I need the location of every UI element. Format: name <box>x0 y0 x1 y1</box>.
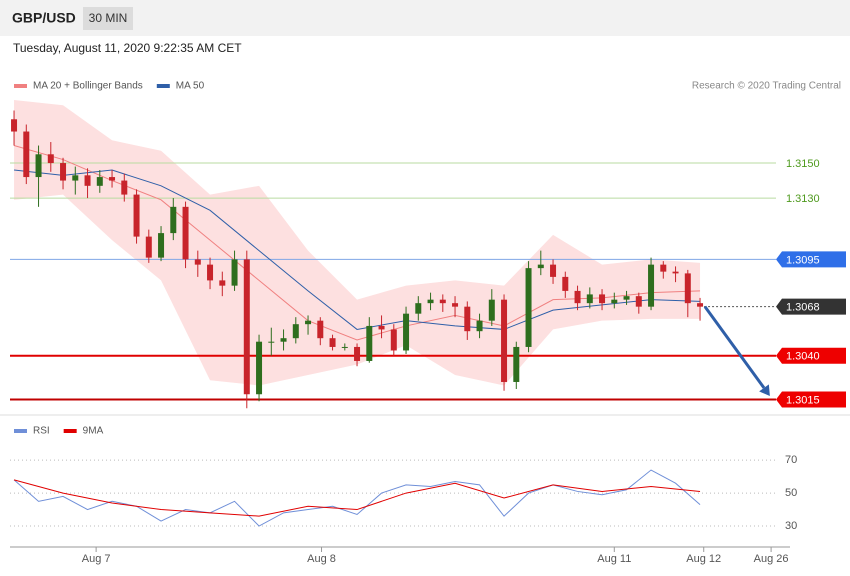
x-tick-label: Aug 26 <box>754 553 789 565</box>
candle-body <box>121 180 128 195</box>
y-tick-label: 50 <box>785 487 797 499</box>
legend-swatch <box>14 84 27 88</box>
candle-body <box>525 268 532 347</box>
candle-body <box>60 163 67 181</box>
legend-label: RSI <box>33 426 50 437</box>
legend-swatch <box>14 429 27 433</box>
x-tick-label: Aug 8 <box>307 553 336 565</box>
forecast-arrow <box>703 305 766 389</box>
candle-body <box>672 271 679 274</box>
level-box <box>776 251 846 268</box>
candle-body <box>23 131 30 178</box>
x-tick-label: Aug 11 <box>597 553 631 565</box>
candle-body <box>170 206 177 234</box>
legend-label: 9MA <box>83 426 104 437</box>
timeframe: 30 MIN <box>89 11 128 25</box>
candle-body <box>305 320 312 325</box>
candle-body <box>415 303 422 314</box>
candle-body <box>145 236 152 258</box>
header-bar <box>0 0 850 36</box>
candle-body <box>611 299 618 304</box>
y-tick-label: 70 <box>785 454 797 466</box>
y-tick-label: 30 <box>785 520 797 532</box>
level-box <box>776 298 846 315</box>
legend-swatch <box>63 429 77 433</box>
level-label: 1.3015 <box>786 394 820 406</box>
candle-body <box>231 259 238 286</box>
x-tick-label: Aug 12 <box>686 553 721 565</box>
candle-body <box>84 175 91 186</box>
candle-body <box>182 206 189 260</box>
candle-body <box>96 177 103 186</box>
candle-body <box>35 154 42 178</box>
candle-body <box>648 264 655 307</box>
indicator-line <box>13 479 701 517</box>
ma-line <box>13 169 701 330</box>
candle-body <box>660 264 667 272</box>
candle-body <box>366 325 373 361</box>
candle-body <box>464 306 471 332</box>
candle-body <box>476 320 483 332</box>
candle-body <box>47 154 54 164</box>
ma-line <box>13 145 701 341</box>
candle-body <box>452 303 459 307</box>
candle-body <box>439 299 446 304</box>
candle-body <box>599 294 606 304</box>
candle-body <box>537 264 544 269</box>
candle-body <box>427 299 434 304</box>
level-label: 1.3040 <box>786 351 820 363</box>
candle-body <box>586 294 593 304</box>
level-label: 1.3150 <box>786 158 820 170</box>
credit: Research © 2020 Trading Central <box>692 81 841 92</box>
candle-body <box>403 313 410 351</box>
candle-body <box>11 119 18 132</box>
candle-body <box>219 280 226 286</box>
candle-body <box>684 273 691 304</box>
candle-body <box>280 338 287 342</box>
candle-body <box>501 299 508 382</box>
indicator-line <box>13 469 701 527</box>
candle-body <box>341 346 348 348</box>
level-label: 1.3068 <box>786 302 820 314</box>
candle-body <box>268 341 275 343</box>
candle-body <box>390 329 397 351</box>
candle-body <box>623 296 630 300</box>
candle-body <box>133 194 140 237</box>
candle-body <box>207 264 214 281</box>
legend-swatch <box>156 84 170 88</box>
candle-body <box>243 259 250 395</box>
timeframe-box <box>83 7 133 30</box>
level-label: 1.3095 <box>786 254 820 266</box>
candle-body <box>256 341 263 395</box>
level-box <box>776 391 846 408</box>
candle-body <box>109 177 116 181</box>
candle-body <box>635 296 642 307</box>
candle-body <box>513 346 520 382</box>
candle-body <box>562 276 569 291</box>
bollinger-band <box>14 100 701 386</box>
symbol: GBP/USD <box>12 10 76 26</box>
level-label: 1.3130 <box>786 193 820 205</box>
candle-body <box>292 324 299 339</box>
candle-body <box>354 346 361 361</box>
candle-body <box>488 299 495 321</box>
candle-body <box>317 320 324 339</box>
candle-body <box>378 325 385 330</box>
candle-body <box>574 290 581 304</box>
legend-label: MA 50 <box>176 81 205 92</box>
candle-body <box>194 259 201 265</box>
level-box <box>776 347 846 364</box>
x-tick-label: Aug 7 <box>82 553 111 565</box>
forecast-arrowhead <box>759 384 770 396</box>
candle-body <box>72 175 79 181</box>
timestamp: Tuesday, August 11, 2020 9:22:35 AM CET <box>13 41 242 55</box>
candle-body <box>329 338 336 347</box>
candle-body <box>158 233 165 258</box>
candle-body <box>550 264 557 277</box>
candle-body <box>697 303 704 307</box>
legend-label: MA 20 + Bollinger Bands <box>33 81 143 92</box>
